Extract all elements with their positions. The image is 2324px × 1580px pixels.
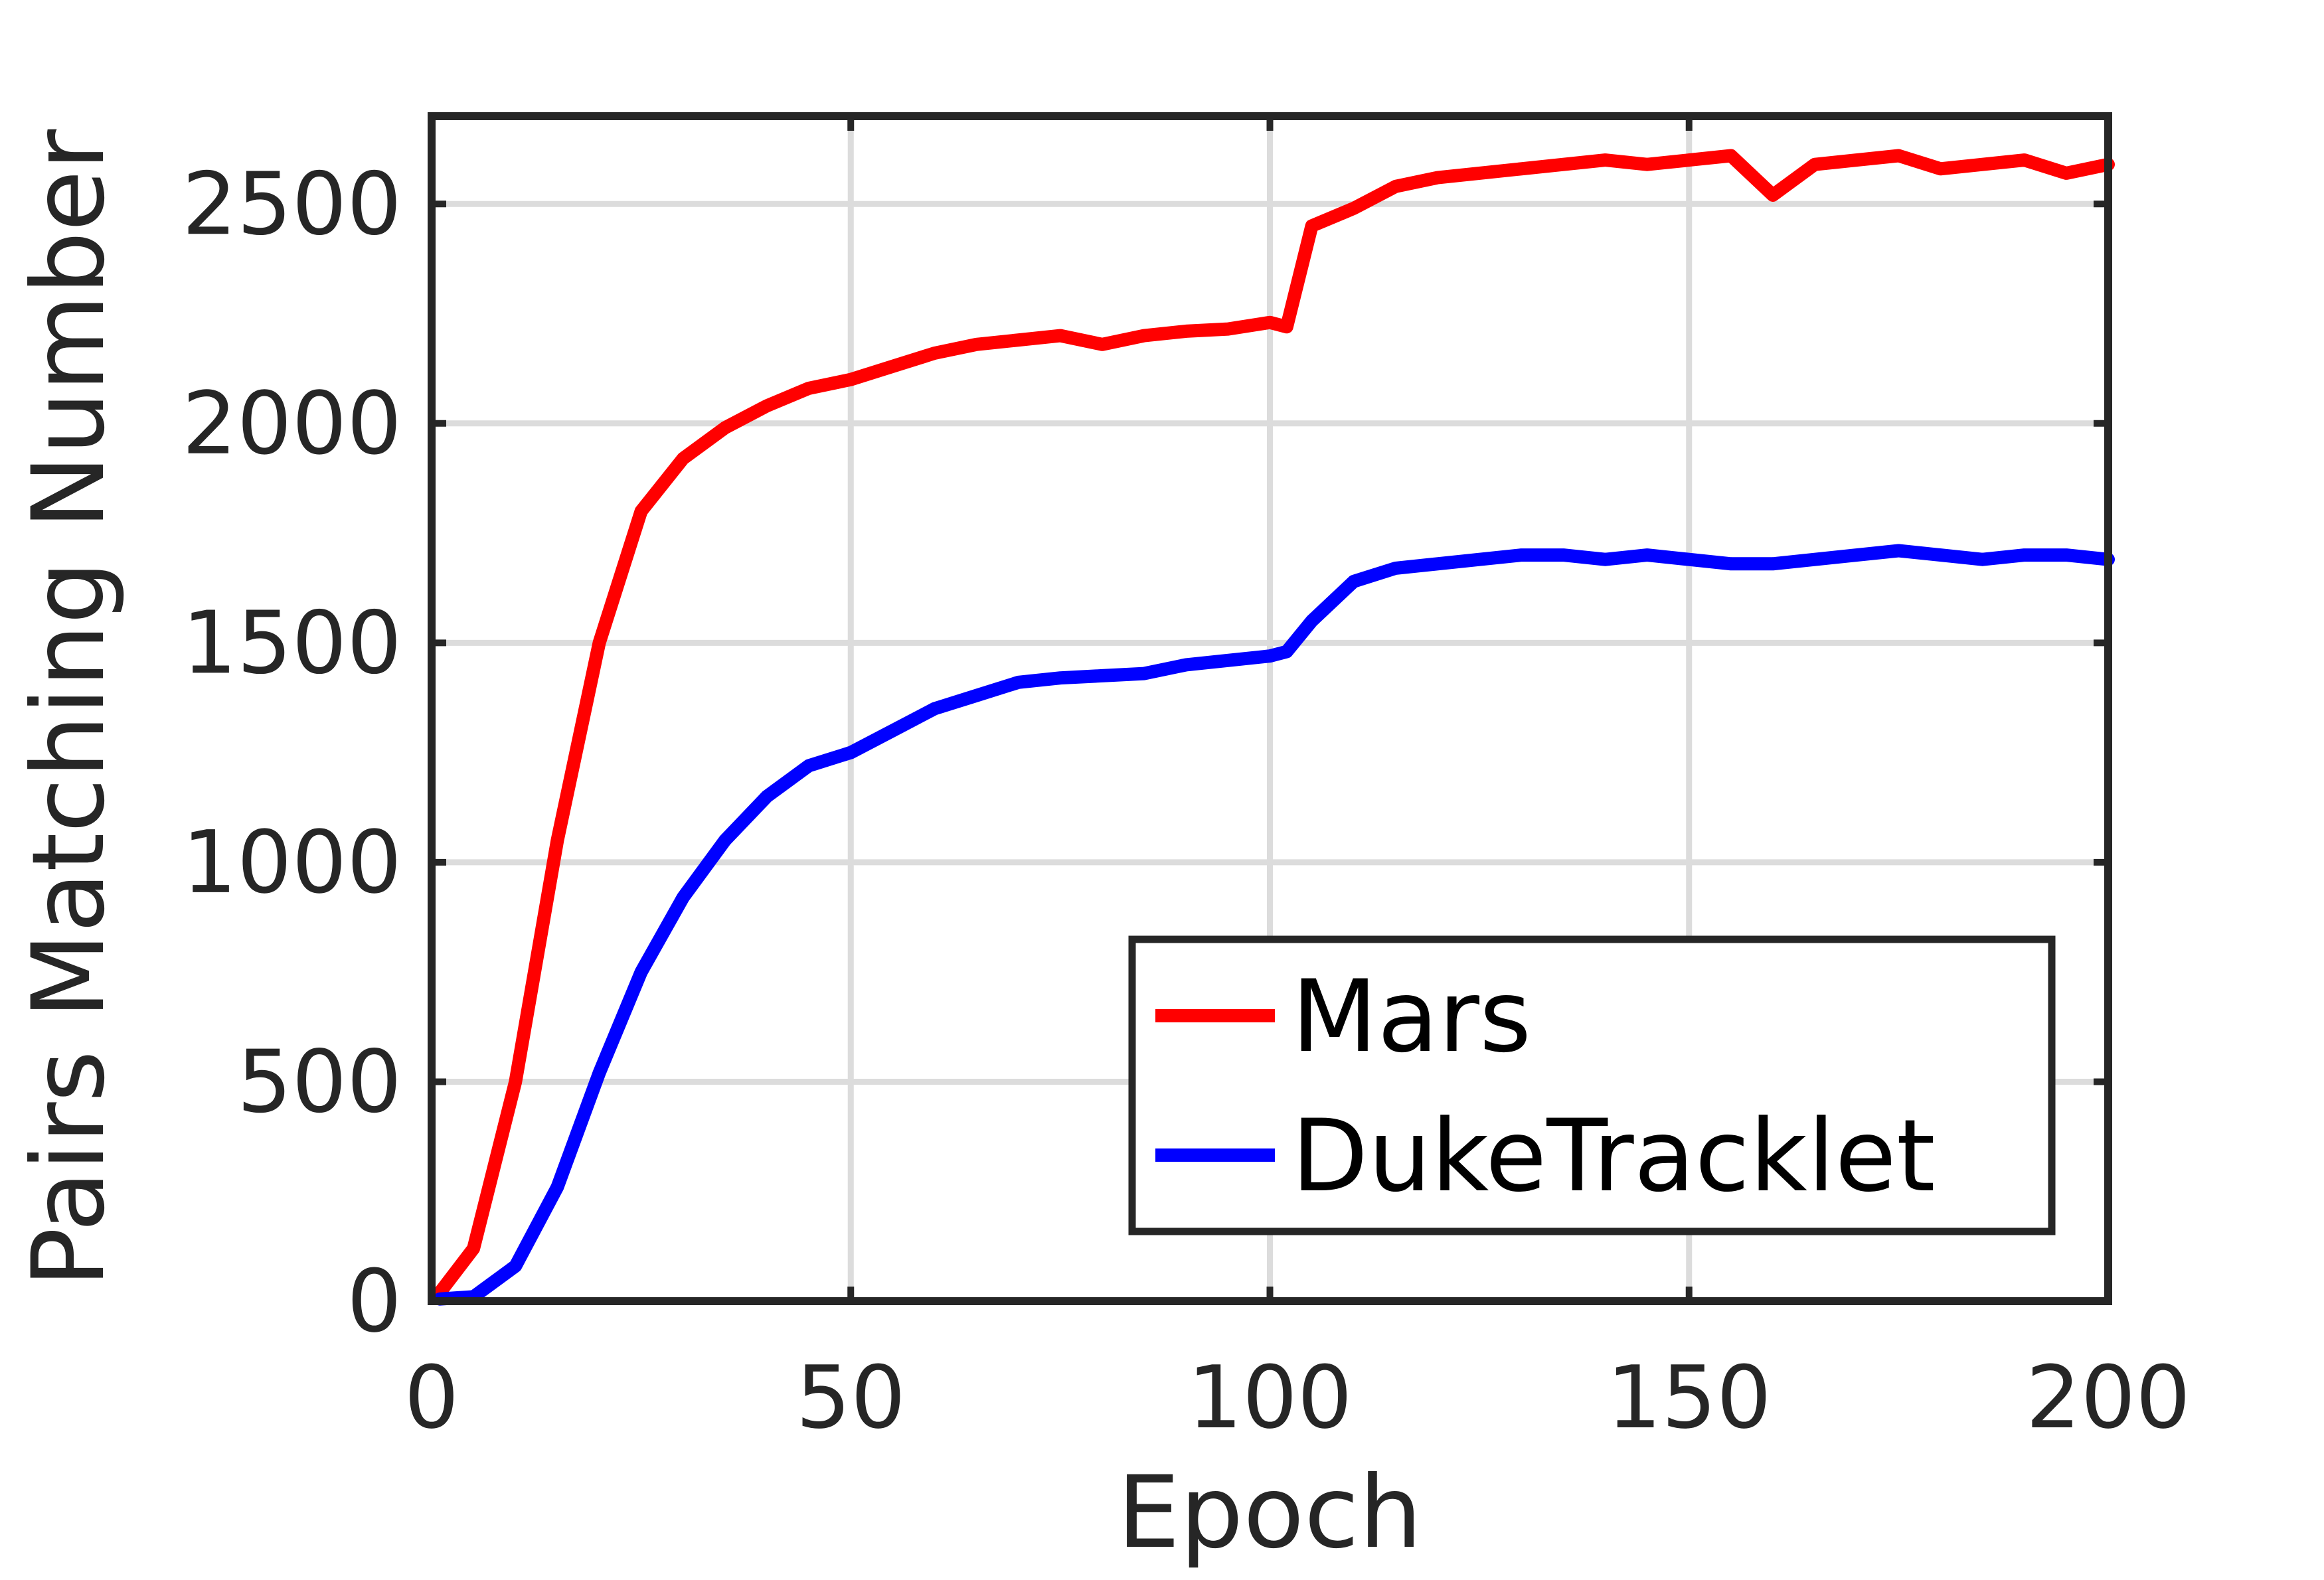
x-tick-label: 100 [1187,1347,1352,1448]
legend: Mars DukeTracklet [1128,935,2056,1235]
x-tick-label: 0 [404,1347,459,1448]
series-line-mars [433,149,2115,1299]
y-tick-label: 2500 [182,153,402,254]
x-axis-label: Epoch [1117,1455,1422,1571]
series-layer [433,149,2115,1306]
legend-box [1128,935,2056,1235]
x-tick-label: 200 [2026,1347,2191,1448]
y-tick-label: 1500 [182,592,402,693]
x-tick-label: 50 [796,1347,906,1448]
y-tick-label: 2000 [182,373,402,474]
y-axis-label: Pairs Matching Number [11,129,127,1287]
legend-label-mars: Mars [1291,959,1531,1075]
y-tick-label: 0 [347,1251,402,1352]
y-tick-label: 1000 [182,812,402,913]
series-line-duketracklet [433,544,2115,1306]
x-tick-label: 150 [1607,1347,1772,1448]
y-tick-label: 500 [237,1031,402,1132]
legend-label-duketracklet: DukeTracklet [1291,1099,1936,1214]
